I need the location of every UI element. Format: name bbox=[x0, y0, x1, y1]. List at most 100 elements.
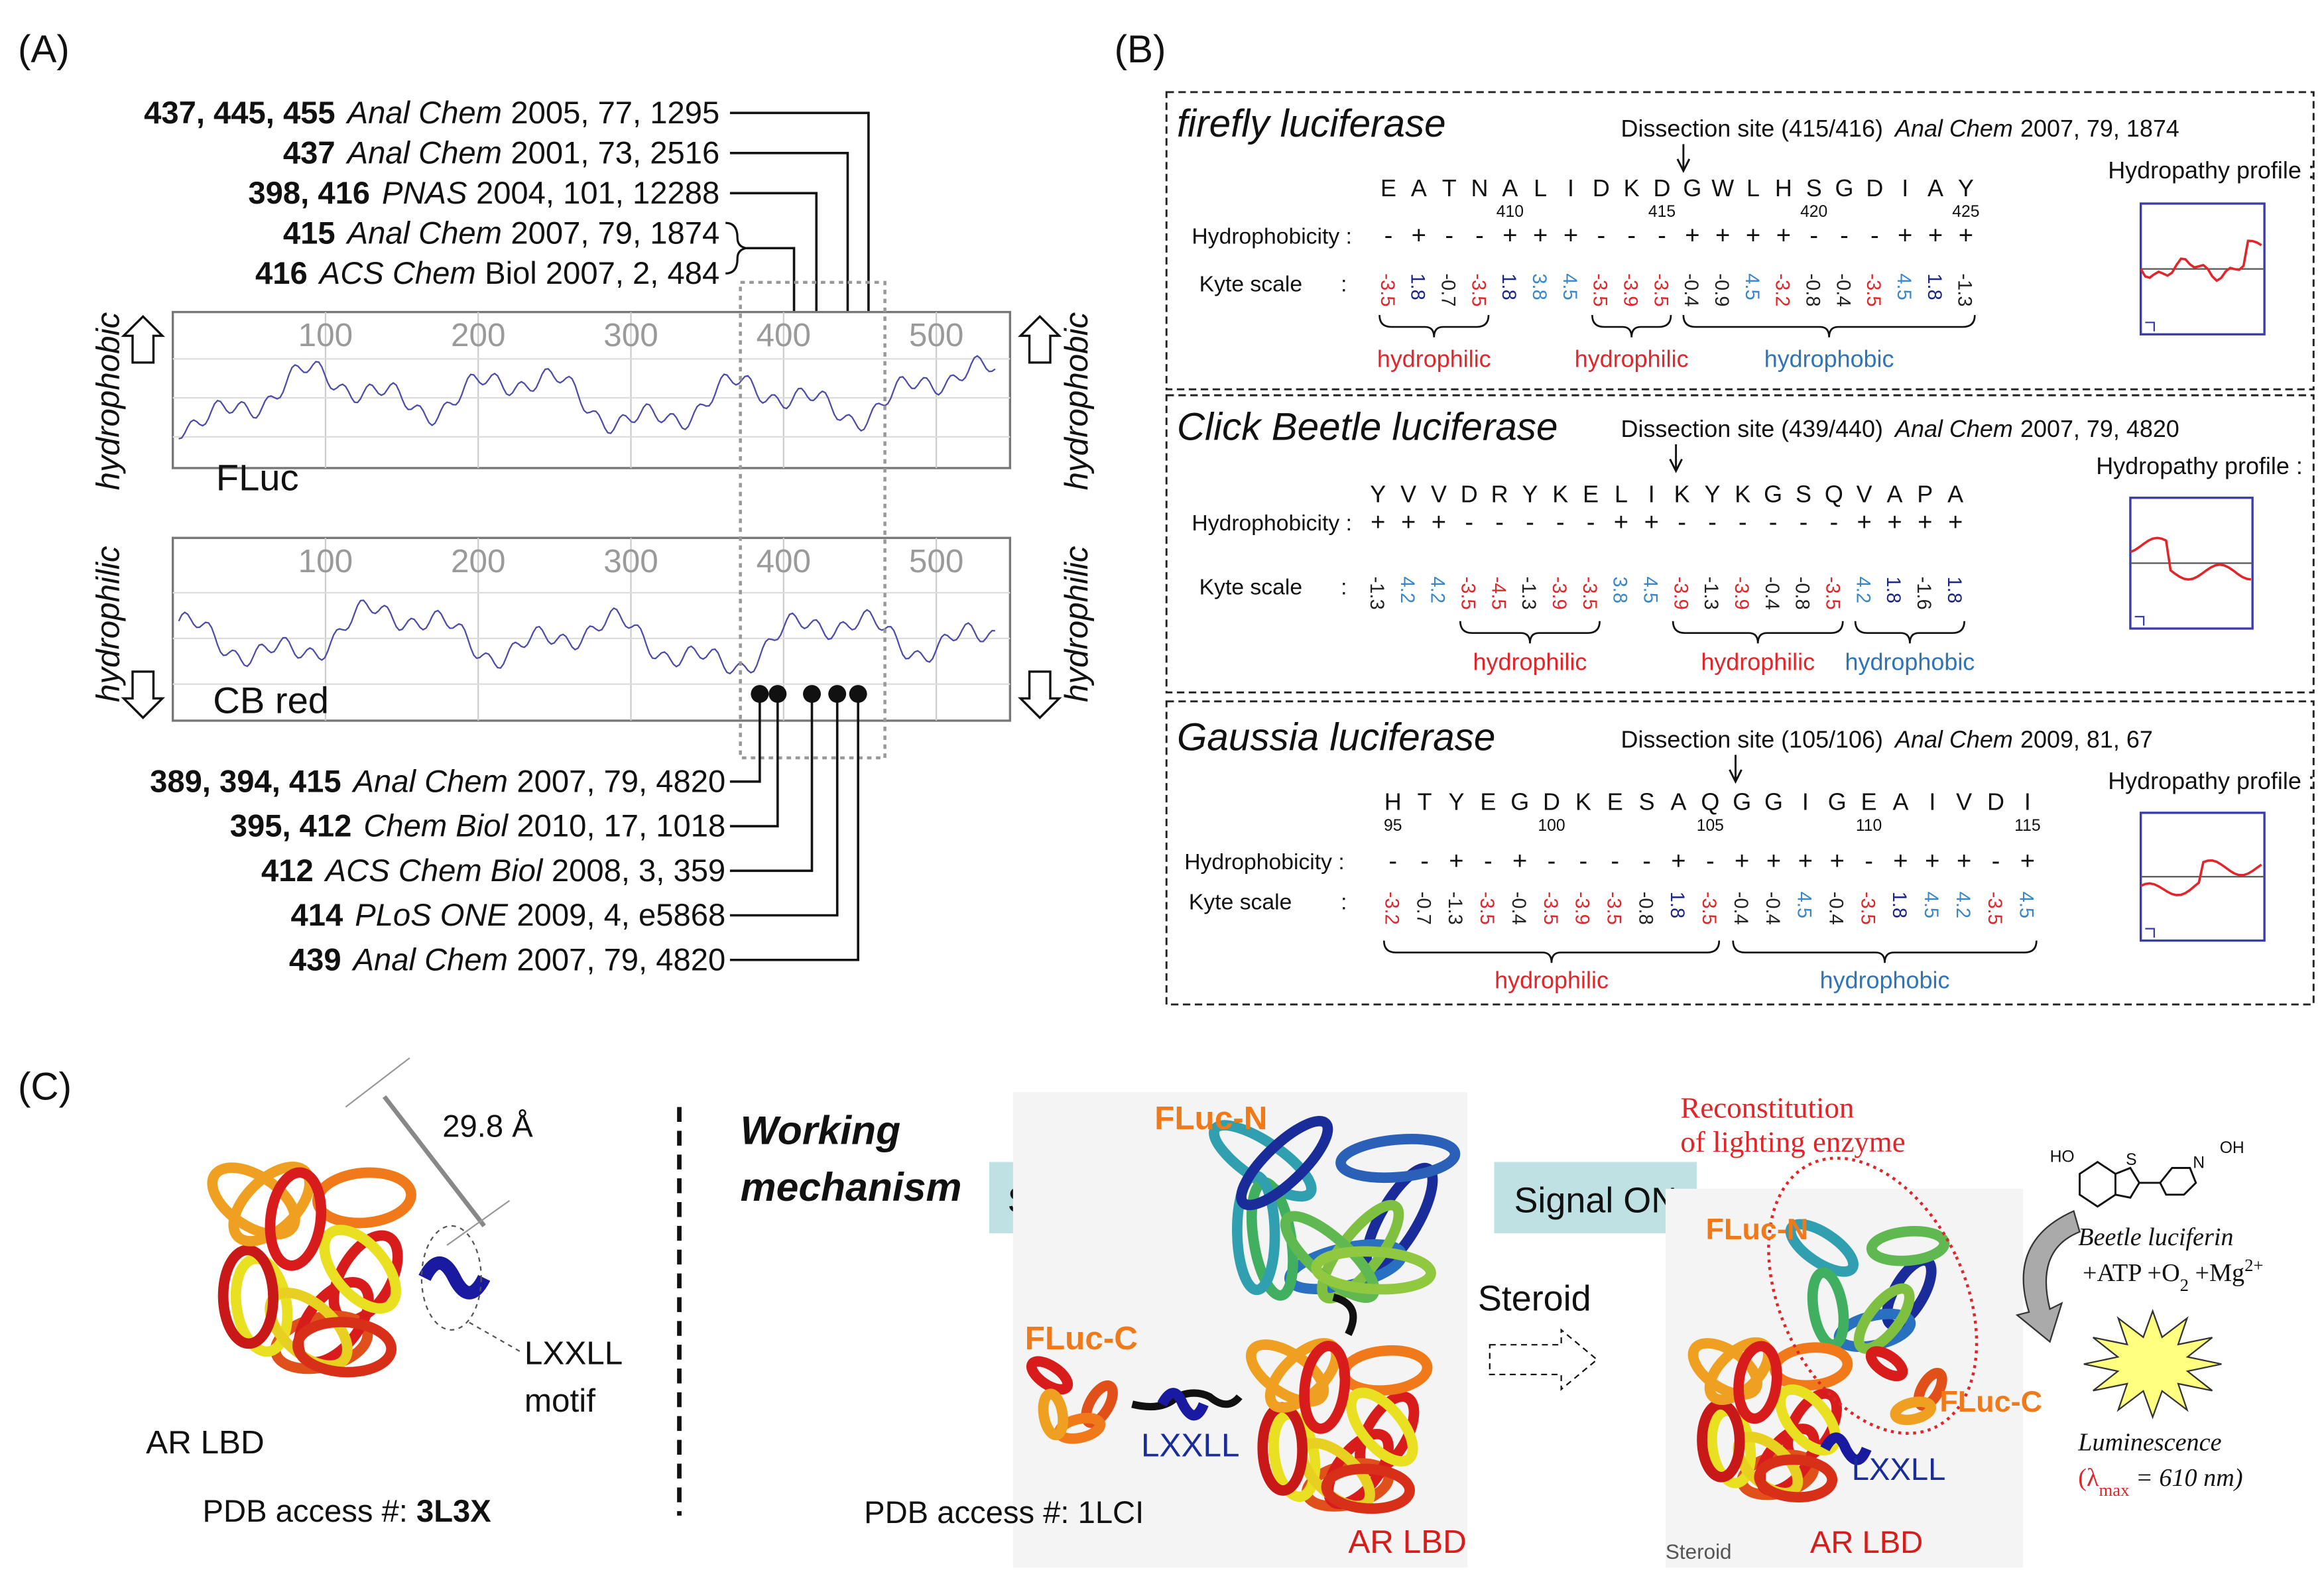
residue: V bbox=[1400, 481, 1416, 508]
row-label: Hydrophobicity : bbox=[1192, 511, 1352, 536]
text-part: Anal Chem bbox=[351, 764, 508, 799]
kyte-value: -3.2 bbox=[1772, 273, 1793, 306]
protein-helix bbox=[1890, 1396, 1937, 1426]
residue: K bbox=[1674, 481, 1690, 508]
hydrophobicity-sign: + bbox=[1412, 221, 1426, 250]
hydrophobicity-sign: + bbox=[1401, 508, 1416, 536]
direction-arrow bbox=[1017, 670, 1062, 719]
kyte-value: -3.9 bbox=[1619, 273, 1640, 306]
protein-helix bbox=[1807, 1267, 1849, 1350]
hydrophobicity-sign: - bbox=[1465, 508, 1473, 536]
group-label: hydrophobic bbox=[1820, 967, 1950, 993]
connector bbox=[729, 694, 839, 917]
reconstitution-label: of lighting enzyme bbox=[1680, 1125, 1905, 1158]
text-part: Anal Chem bbox=[345, 95, 502, 130]
text-part: 2010, 17, 1018 bbox=[517, 808, 725, 843]
residue: S bbox=[1796, 481, 1811, 508]
protein-helix bbox=[1853, 1283, 1915, 1354]
residue: I bbox=[1567, 175, 1574, 202]
residue: A bbox=[1502, 175, 1518, 202]
row-label: Hydrophobicity : bbox=[1192, 225, 1352, 249]
residue: D bbox=[1593, 175, 1610, 202]
hydrophobicity-sign: + bbox=[1449, 847, 1463, 875]
dissection-region bbox=[739, 280, 887, 760]
plot-frame bbox=[171, 536, 1012, 722]
hydrophobicity-sign: + bbox=[1614, 508, 1628, 536]
residue: Q bbox=[1825, 481, 1843, 508]
side-label: hydrophilic bbox=[1058, 546, 1095, 702]
kyte-value: -0.8 bbox=[1792, 577, 1813, 610]
residue: Y bbox=[1522, 481, 1538, 508]
hydrophobicity-sign: + bbox=[2020, 847, 2035, 875]
residue: K bbox=[1735, 481, 1750, 508]
text-part: 2007, 79, 1874 bbox=[511, 215, 719, 251]
text-part: +Mg bbox=[2189, 1259, 2244, 1287]
hydrophobicity-sign: + bbox=[1948, 508, 1963, 536]
enzyme-name: Gaussia luciferase bbox=[1177, 716, 1495, 759]
residue: D bbox=[1543, 788, 1560, 815]
enzyme-name: Click Beetle luciferase bbox=[1177, 405, 1558, 448]
kyte-value: 4.5 bbox=[1640, 577, 1661, 603]
text-part: 3L3X bbox=[416, 1493, 491, 1528]
hydrophobicity-sign: + bbox=[1830, 847, 1845, 875]
protein-helix bbox=[1335, 1134, 1461, 1184]
residue: D bbox=[1654, 175, 1671, 202]
residue: E bbox=[1861, 788, 1877, 815]
profile-label: Hydropathy profile : bbox=[2108, 768, 2315, 794]
text-part: Dissection site (439/440) bbox=[1621, 416, 1884, 442]
profile-label: Hydropathy profile : bbox=[2108, 157, 2315, 184]
kyte-value: -0.4 bbox=[1680, 273, 1701, 306]
dissection-site: Dissection site (415/416) Anal Chem 2007, … bbox=[1621, 115, 2179, 142]
marker-dot bbox=[803, 685, 821, 703]
kyte-value: -3.9 bbox=[1670, 577, 1691, 610]
kyte-value: -3.5 bbox=[1857, 892, 1878, 925]
hydrophobicity-sign: + bbox=[1959, 221, 1973, 250]
hydrophobicity-sign: + bbox=[1644, 508, 1659, 536]
kyte-value: -0.4 bbox=[1508, 892, 1529, 925]
kyte-value: 4.5 bbox=[2016, 892, 2037, 918]
connector bbox=[729, 111, 870, 384]
hydrophobicity-sign: - bbox=[1708, 508, 1717, 536]
kyte-value: -1.3 bbox=[1954, 273, 1975, 306]
kyte-value: -1.3 bbox=[1444, 892, 1465, 925]
kyte-value: -0.4 bbox=[1762, 892, 1783, 925]
residue: V bbox=[1956, 788, 1972, 815]
kyte-value: -3.9 bbox=[1548, 577, 1569, 610]
signal-on: Signal ON bbox=[1514, 1181, 1677, 1221]
distance-guide bbox=[446, 1199, 511, 1246]
protein-helix bbox=[217, 1245, 278, 1349]
residue: G bbox=[1764, 481, 1782, 508]
hydrophobicity-sign: + bbox=[1798, 847, 1813, 875]
position-label: 110 bbox=[1856, 817, 1882, 835]
text-part: 395, 412 bbox=[230, 808, 352, 843]
hydrophobicity-sign: + bbox=[1957, 847, 1971, 875]
steroid-label: Steroid bbox=[1478, 1279, 1591, 1319]
position-label: 105 bbox=[1697, 817, 1724, 835]
profile-label: Hydropathy profile : bbox=[2096, 453, 2303, 479]
hydrophobicity-sign: - bbox=[1388, 847, 1397, 875]
reaction-arrow bbox=[2015, 1209, 2081, 1343]
kyte-value: 1.8 bbox=[1888, 892, 1910, 918]
brace bbox=[1732, 940, 2038, 963]
hydrophobicity-sign: + bbox=[1857, 508, 1871, 536]
residue: L bbox=[1534, 175, 1547, 202]
atom-label: S bbox=[2126, 1151, 2136, 1169]
position-label: 415 bbox=[1648, 203, 1676, 221]
protein-helix bbox=[1785, 1219, 1859, 1277]
text-part: 2007, 79, 4820 bbox=[517, 942, 725, 977]
marker-dot bbox=[768, 685, 787, 703]
kyte-value: 1.8 bbox=[1498, 273, 1519, 300]
fluc-n-label: FLuc-N bbox=[1706, 1212, 1809, 1246]
atom-label: OH bbox=[2220, 1139, 2244, 1157]
pdb-label: PDB access #: 3L3X bbox=[203, 1493, 491, 1528]
text-part: 2 bbox=[2180, 1275, 2189, 1295]
hydrophobicity-sign: - bbox=[1769, 508, 1778, 536]
residue: P bbox=[1917, 481, 1933, 508]
text-part: 415 bbox=[283, 215, 336, 251]
residue: Y bbox=[1958, 175, 1974, 202]
site-arrow bbox=[1729, 755, 1743, 784]
row-label: : bbox=[1341, 890, 1347, 915]
reference: 414 PLoS ONE 2009, 4, e5868 bbox=[291, 897, 726, 932]
group-label: hydrophobic bbox=[1845, 649, 1975, 676]
